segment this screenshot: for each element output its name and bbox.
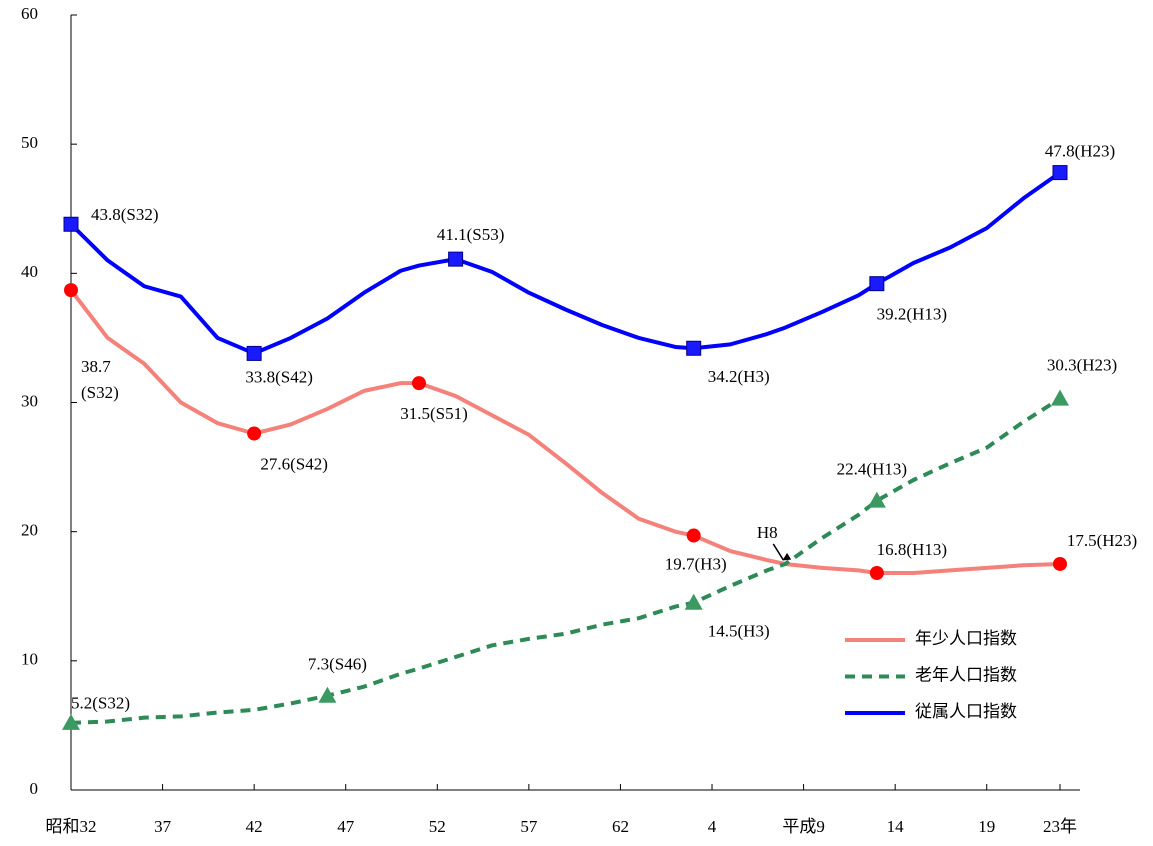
x-tick-label: 昭和32	[46, 817, 97, 836]
data-label: 22.4(H13)	[837, 460, 907, 479]
x-tick-label: 52	[429, 817, 446, 836]
data-label: 38.7 (S32)	[81, 357, 119, 402]
data-label: 17.5(H23)	[1067, 531, 1137, 550]
data-label: 30.3(H23)	[1047, 356, 1117, 375]
x-tick-label: 42	[246, 817, 263, 836]
series-line	[70, 396, 1062, 725]
legend-label: 年少人口指数	[915, 629, 1017, 648]
marker	[1052, 165, 1068, 181]
data-label: 39.2(H13)	[877, 305, 947, 324]
data-label: 33.8(S42)	[245, 367, 313, 386]
y-tick-label: 40	[21, 262, 38, 281]
y-tick-label: 0	[30, 779, 39, 798]
marker	[246, 345, 262, 361]
x-tick-label: 23年	[1043, 817, 1077, 836]
data-label: 41.1(S53)	[437, 225, 505, 244]
marker	[869, 566, 884, 580]
x-tick-label: 14	[887, 817, 905, 836]
x-tick-label: 19	[978, 817, 995, 836]
data-label: 34.2(H3)	[708, 367, 770, 386]
marker	[64, 283, 78, 298]
marker	[448, 251, 464, 267]
x-tick-label: 平成9	[782, 817, 825, 836]
data-label: 16.8(H13)	[877, 540, 947, 559]
series-line	[69, 288, 1061, 575]
data-label: 14.5(H3)	[708, 622, 770, 641]
marker	[318, 686, 337, 703]
marker	[686, 340, 702, 356]
x-tick-label: 37	[154, 817, 172, 836]
marker	[684, 593, 703, 610]
data-label: 31.5(S51)	[400, 404, 468, 423]
y-tick-label: 60	[21, 4, 38, 23]
x-tick-label: 57	[520, 817, 538, 836]
marker	[1053, 556, 1067, 571]
y-tick-label: 30	[21, 391, 38, 410]
marker	[1051, 389, 1069, 406]
marker	[867, 491, 886, 508]
y-tick-label: 10	[21, 650, 38, 669]
y-tick-label: 20	[21, 521, 38, 540]
data-label: 27.6(S42)	[260, 454, 328, 473]
data-label: 47.8(H23)	[1045, 141, 1115, 160]
marker	[869, 276, 885, 292]
annotation: H8	[757, 523, 778, 542]
marker	[63, 216, 79, 232]
data-label: 7.3(S46)	[308, 655, 367, 674]
marker	[411, 376, 426, 391]
data-label: 43.8(S32)	[91, 205, 159, 224]
data-label: 19.7(H3)	[665, 554, 727, 573]
marker	[686, 528, 701, 543]
series-line	[69, 170, 1062, 356]
x-tick-label: 62	[612, 817, 629, 836]
annotation-arrow	[772, 543, 792, 561]
x-tick-label: 4	[708, 817, 717, 836]
legend-label: 従属人口指数	[915, 702, 1017, 721]
marker	[62, 713, 80, 730]
legend-label: 老年人口指数	[915, 665, 1017, 684]
y-tick-label: 50	[21, 133, 38, 152]
x-tick-label: 47	[337, 817, 355, 836]
marker	[247, 426, 262, 441]
data-label: 5.2(S32)	[71, 694, 130, 713]
